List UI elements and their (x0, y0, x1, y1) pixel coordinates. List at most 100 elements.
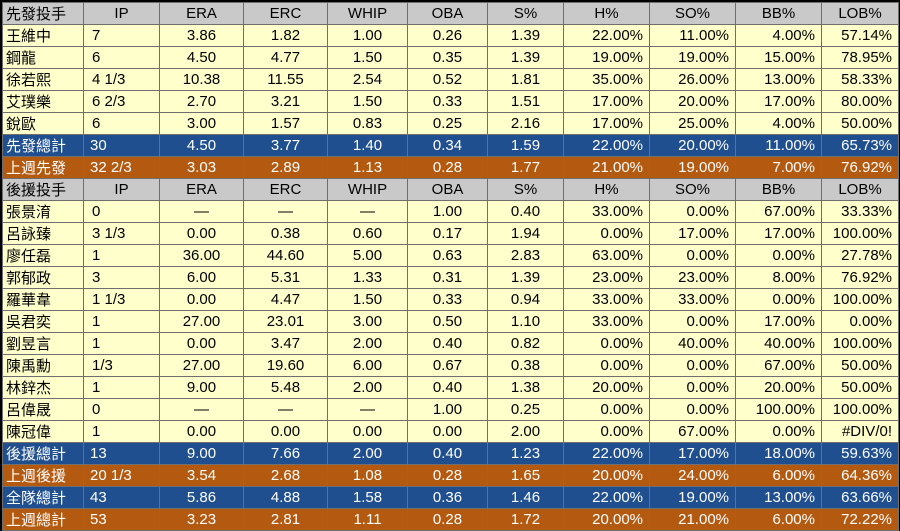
table-row: 銳歐 6 3.00 1.57 0.83 0.25 2.16 17.00% 25.00% 4.00%… (2, 112, 899, 135)
table-cell: 0.40 (407, 376, 488, 399)
table-cell: 11.00% (649, 24, 736, 47)
table-cell: 4 1/3 (83, 68, 160, 91)
table-cell: 21.00% (563, 156, 650, 179)
table-cell: S% (487, 178, 564, 201)
table-cell: SO% (649, 178, 736, 201)
table-cell: 1.08 (327, 464, 408, 487)
table-cell: 50.00% (821, 112, 899, 135)
table-cell: 0.00% (649, 376, 736, 399)
table-row: 呂詠臻 3 1/3 0.00 0.38 0.60 0.17 1.94 0.00% 17.00% 1… (2, 222, 899, 245)
table-cell: 11.00% (735, 134, 822, 157)
table-row: 劉昱言 1 0.00 3.47 2.00 0.40 0.82 0.00% 40.00% 40.00… (2, 332, 899, 355)
table-cell: 36.00 (159, 244, 244, 267)
table-cell: 78.95% (821, 46, 899, 69)
table-cell: H% (563, 178, 650, 201)
table-cell: 呂詠臻 (2, 222, 84, 245)
table-cell: 0.83 (327, 112, 408, 135)
table-cell: 0.25 (487, 398, 564, 421)
table-cell: 2.83 (487, 244, 564, 267)
table-cell: 7.66 (243, 442, 328, 465)
table-cell: 17.00% (735, 90, 822, 113)
table-cell: 0.38 (487, 354, 564, 377)
table-cell: 1 (83, 310, 160, 333)
table-cell: 1.11 (327, 508, 408, 531)
table-cell: 5.31 (243, 266, 328, 289)
table-cell: 2.00 (487, 420, 564, 443)
table-cell: 4.00% (735, 112, 822, 135)
table-cell: 21.00% (649, 508, 736, 531)
table-cell: 1 (83, 376, 160, 399)
table-cell: 0.00% (735, 244, 822, 267)
table-cell: — (327, 398, 408, 421)
table-cell: 3.21 (243, 90, 328, 113)
table-cell: 6 (83, 46, 160, 69)
table-cell: 1 (83, 420, 160, 443)
team-total-row: 全隊總計 43 5.86 4.88 1.58 0.36 1.46 22.00% 19.00% 13… (2, 486, 899, 509)
table-cell: 0.00% (735, 288, 822, 311)
table-cell: 32 2/3 (83, 156, 160, 179)
table-cell: 上週先發 (2, 156, 84, 179)
table-cell: 43 (83, 486, 160, 509)
table-cell: 1.82 (243, 24, 328, 47)
table-cell: 19.00% (649, 156, 736, 179)
table-cell: 100.00% (821, 398, 899, 421)
table-cell: 廖任磊 (2, 244, 84, 267)
relievers-header-row: 後援投手 IP ERA ERC WHIP OBA S% H% SO% BB% LOB% (2, 178, 899, 201)
table-cell: 1.13 (327, 156, 408, 179)
table-row: 鋼龍 6 4.50 4.77 1.50 0.35 1.39 19.00% 19.00% 15.00… (2, 46, 899, 69)
table-cell: 100.00% (821, 288, 899, 311)
table-cell: 23.00% (563, 266, 650, 289)
table-cell: 0.00 (159, 288, 244, 311)
table-cell: WHIP (327, 2, 408, 25)
table-cell: 0.50 (407, 310, 488, 333)
table-cell: 羅華韋 (2, 288, 84, 311)
table-cell: — (159, 200, 244, 223)
table-cell: 17.00% (649, 442, 736, 465)
table-cell: 0.33 (407, 288, 488, 311)
table-cell: 22.00% (563, 134, 650, 157)
table-cell: 1.57 (243, 112, 328, 135)
table-cell: 27.00 (159, 354, 244, 377)
table-cell: 2.89 (243, 156, 328, 179)
table-cell: 13 (83, 442, 160, 465)
table-cell: — (327, 200, 408, 223)
table-cell: 0.00% (563, 398, 650, 421)
starters-header-row: 先發投手 IP ERA ERC WHIP OBA S% H% SO% BB% LOB% (2, 2, 899, 25)
table-row: 艾璞樂 6 2/3 2.70 3.21 1.50 0.33 1.51 17.00% 20.00%… (2, 90, 899, 113)
table-cell: 張景淯 (2, 200, 84, 223)
table-cell: 0.26 (407, 24, 488, 47)
table-cell: 20.00% (563, 376, 650, 399)
table-cell: — (243, 200, 328, 223)
table-cell: 1.72 (487, 508, 564, 531)
table-cell: 76.92% (821, 156, 899, 179)
table-cell: 26.00% (649, 68, 736, 91)
table-row: 吳君奕 1 27.00 23.01 3.00 0.50 1.10 33.00% 0.00% 17.… (2, 310, 899, 333)
table-cell: 0.40 (407, 442, 488, 465)
table-cell: 0.00% (821, 310, 899, 333)
table-cell: BB% (735, 178, 822, 201)
table-cell: 1.33 (327, 266, 408, 289)
table-cell: 0.35 (407, 46, 488, 69)
table-cell: 67.00% (735, 200, 822, 223)
table-cell: 19.60 (243, 354, 328, 377)
table-cell: LOB% (821, 178, 899, 201)
table-cell: 20.00% (563, 508, 650, 531)
table-cell: 1 (83, 332, 160, 355)
table-cell: 100.00% (821, 332, 899, 355)
table-cell: 1.38 (487, 376, 564, 399)
table-row: 郭郁政 3 6.00 5.31 1.33 0.31 1.39 23.00% 23.00% 8.00… (2, 266, 899, 289)
table-cell: 0.40 (487, 200, 564, 223)
table-cell: 22.00% (563, 486, 650, 509)
table-cell: 13.00% (735, 68, 822, 91)
table-cell: 劉昱言 (2, 332, 84, 355)
table-cell: 1.51 (487, 90, 564, 113)
table-cell: 9.00 (159, 376, 244, 399)
table-cell: 陳禹勳 (2, 354, 84, 377)
table-cell: 0.31 (407, 266, 488, 289)
table-cell: 2.81 (243, 508, 328, 531)
table-cell: 3.00 (159, 112, 244, 135)
table-cell: 27.78% (821, 244, 899, 267)
table-cell: 呂偉晟 (2, 398, 84, 421)
table-cell: 80.00% (821, 90, 899, 113)
table-cell: 0.00 (327, 420, 408, 443)
